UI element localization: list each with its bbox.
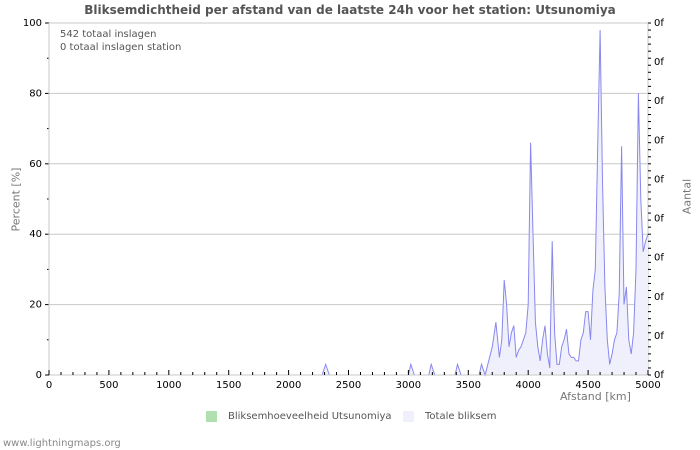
x-tick-label: 3000 [396, 380, 421, 391]
y-tick-label: 100 [23, 18, 42, 29]
y-right-tick-label: 0f [654, 331, 664, 342]
y-axis-label: Percent [%] [9, 167, 23, 232]
y-tick-label: 80 [29, 88, 42, 99]
x-tick-label: 1500 [216, 380, 241, 391]
x-tick-label: 4500 [575, 380, 600, 391]
legend-swatch-total [403, 411, 414, 422]
x-tick-label: 5000 [635, 380, 660, 391]
x-tick-label: 4000 [515, 380, 540, 391]
y-right-tick-label: 0f [654, 57, 664, 68]
y-axis-right-label: Aantal [680, 178, 694, 215]
y-right-tick-label: 0f [654, 292, 664, 303]
y-right-tick-label: 0f [654, 214, 664, 225]
total-strikes-note: 542 totaal inslagen [60, 29, 157, 40]
x-tick-label: 0 [46, 380, 52, 391]
y-right-tick-label: 0f [654, 370, 664, 381]
x-tick-label: 500 [99, 380, 118, 391]
total-lightning-area [49, 30, 648, 375]
legend-swatch-station [206, 411, 217, 422]
y-tick-label: 60 [29, 159, 42, 170]
y-right-tick-label: 0f [654, 253, 664, 264]
y-right-tick-label: 0f [654, 18, 664, 29]
chart-title: Bliksemdichtheid per afstand van de laat… [84, 3, 616, 17]
total-lightning-line [49, 29, 649, 377]
y-tick-label: 20 [29, 300, 42, 311]
y-right-tick-label: 0f [654, 174, 664, 185]
x-tick-label: 1000 [156, 380, 181, 391]
footer-link[interactable]: www.lightningmaps.org [3, 438, 121, 449]
x-axis-label: Afstand [km] [560, 390, 631, 403]
station-strikes-note: 0 totaal inslagen station [60, 42, 182, 53]
y-right-tick-label: 0f [654, 96, 664, 107]
legend-label-total: Totale bliksem [425, 411, 497, 422]
legend-label-station: Bliksemhoeveelheid Utsunomiya [228, 411, 392, 422]
x-tick-label: 3500 [456, 380, 481, 391]
y-tick-label: 40 [29, 229, 42, 240]
x-tick-label: 2000 [276, 380, 301, 391]
y-right-tick-label: 0f [654, 135, 664, 146]
y-tick-label: 0 [36, 370, 42, 381]
x-tick-label: 2500 [336, 380, 361, 391]
